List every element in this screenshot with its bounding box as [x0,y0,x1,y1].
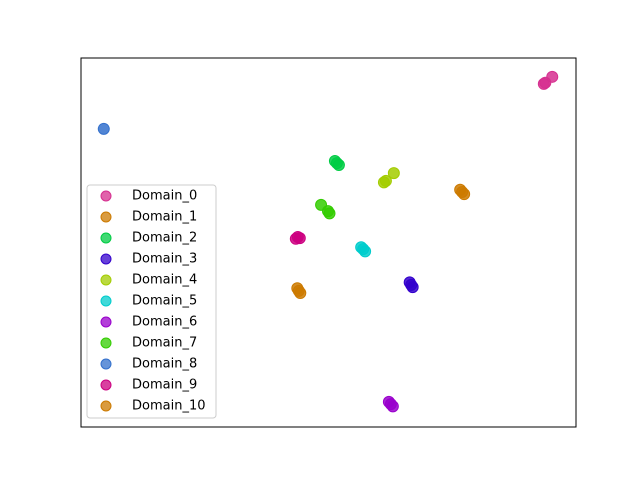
legend-marker [100,211,112,223]
legend-marker [100,358,112,370]
legend-label: Domain_6 [132,315,197,330]
legend-marker [100,190,112,202]
point [387,167,400,180]
point [406,281,419,294]
point [294,287,307,300]
legend-label: Domain_8 [132,357,197,372]
legend-marker [100,337,112,349]
legend-label: Domain_0 [132,189,197,204]
legend-box [86,184,217,419]
point [458,188,471,201]
legend-label: Domain_10 [132,399,206,414]
point [293,232,306,245]
point [386,400,399,413]
point [332,159,345,172]
legend-marker [100,232,112,244]
legend-marker [100,316,112,328]
legend-label: Domain_1 [132,210,197,225]
point [359,245,372,258]
legend-label: Domain_2 [132,231,197,246]
legend-marker [100,379,112,391]
legend-label: Domain_9 [132,378,197,393]
legend: Domain_0 Domain_1 Domain_2 Domain_3 Domain_4… [86,184,217,419]
legend-marker [100,295,112,307]
legend-label: Domain_7 [132,336,197,351]
legend-label: Domain_5 [132,294,197,309]
legend-label: Domain_4 [132,273,197,288]
point [323,207,336,220]
legend-marker [100,400,112,412]
legend-marker [100,253,112,265]
point [97,122,110,135]
point [377,176,390,189]
plot-frame [80,57,577,428]
point [539,76,552,89]
legend-marker [100,274,112,286]
legend-label: Domain_3 [132,252,197,267]
